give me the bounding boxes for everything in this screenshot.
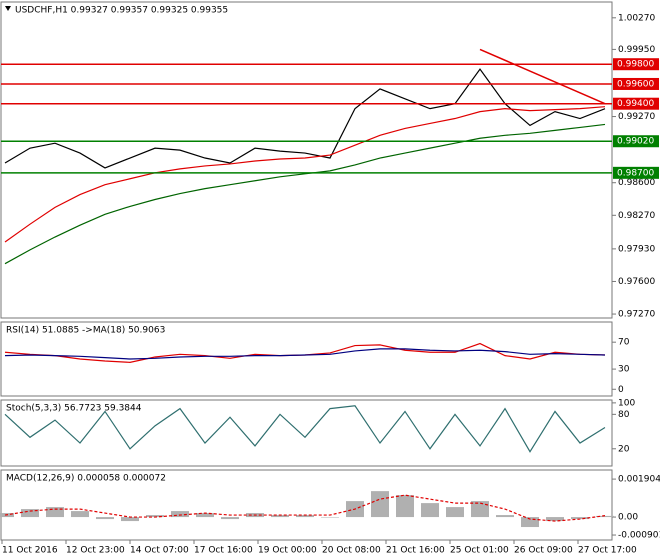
y-tick-label: 0.001904 <box>618 475 660 485</box>
macd-bar <box>296 515 314 518</box>
x-tick-label: 25 Oct 01:00 <box>450 546 509 556</box>
panel-title: RSI(14) 51.0885 ->MA(18) 50.9063 <box>6 326 165 336</box>
series-line <box>4 405 606 453</box>
macd-bar <box>396 495 414 518</box>
y-tick-label: -0.000901 <box>618 531 660 541</box>
macd-bar <box>46 507 64 518</box>
panel-title: Stoch(5,3,3) 56.7723 59.3844 <box>6 404 142 414</box>
macd-bar <box>471 501 489 518</box>
menu-arrow[interactable] <box>5 6 11 11</box>
panel-frame <box>0 1 613 319</box>
macd-bar <box>171 511 189 518</box>
macd-bar <box>271 515 289 518</box>
y-tick-label: 0.00 <box>618 513 638 523</box>
macd-bar <box>421 503 439 518</box>
y-tick-label: 0.98600 <box>618 178 655 188</box>
y-tick-label: 1.00270 <box>618 13 655 23</box>
level-label-box <box>613 166 659 179</box>
macd-bar <box>446 507 464 518</box>
series-line <box>4 123 606 265</box>
macd-bar <box>371 491 389 518</box>
level-label-box <box>613 77 659 90</box>
macd-bar <box>596 515 614 518</box>
x-tick-label: 20 Oct 08:00 <box>322 546 381 556</box>
y-tick-label: 0 <box>618 385 624 395</box>
y-tick-label: 0.97270 <box>618 310 655 320</box>
macd-bar <box>21 509 39 518</box>
macd-bar <box>146 515 164 518</box>
x-tick-label: 11 Oct 2016 <box>2 546 58 556</box>
macd-bar <box>546 517 564 522</box>
trend-line <box>479 48 606 105</box>
macd-bar <box>121 517 139 522</box>
y-tick-label: 0.99950 <box>618 45 655 55</box>
level-label: 0.99400 <box>617 99 654 109</box>
panel-frame <box>0 399 613 467</box>
macd-bar <box>571 517 589 520</box>
level-label: 0.99600 <box>617 79 654 89</box>
panel-frame <box>0 321 613 397</box>
x-tick-label: 27 Oct 17:00 <box>578 546 637 556</box>
panel-title: USDCHF,H1 0.99327 0.99357 0.99325 0.9935… <box>15 6 228 16</box>
macd-bar <box>221 517 239 520</box>
series-line <box>4 494 606 522</box>
macd-bar <box>321 517 339 518</box>
x-tick-label: 26 Oct 09:00 <box>514 546 573 556</box>
y-tick-label: 0.97600 <box>618 277 655 287</box>
level-label: 0.99020 <box>617 137 654 147</box>
y-tick-label: 70 <box>618 338 630 348</box>
x-tick-label: 12 Oct 23:00 <box>66 546 125 556</box>
panel-title: MACD(12,26,9) 0.000058 0.000072 <box>6 474 166 484</box>
panel-frame <box>0 469 613 541</box>
macd-bar <box>71 511 89 518</box>
macd-bar <box>521 517 539 528</box>
level-label: 0.99800 <box>617 60 654 70</box>
y-tick-label: 0.99270 <box>618 112 655 122</box>
y-tick-label: 30 <box>618 365 630 375</box>
series-line <box>4 106 606 243</box>
level-label-box <box>613 97 659 110</box>
x-tick-label: 21 Oct 16:00 <box>386 546 445 556</box>
x-tick-label: 17 Oct 16:00 <box>194 546 253 556</box>
macd-bar <box>496 515 514 518</box>
x-tick-label: 19 Oct 00:00 <box>258 546 317 556</box>
y-tick-label: 0.97930 <box>618 244 655 254</box>
y-tick-label: 100 <box>618 398 635 408</box>
level-label-box <box>613 58 659 71</box>
y-tick-label: 0.98270 <box>618 211 655 221</box>
macd-bar <box>196 513 214 518</box>
x-tick-label: 14 Oct 07:00 <box>130 546 189 556</box>
series-line <box>4 348 606 360</box>
macd-bar <box>96 517 114 520</box>
y-tick-label: 80 <box>618 410 630 420</box>
level-label: 0.98700 <box>617 168 654 178</box>
level-label-box <box>613 135 659 148</box>
y-tick-label: 20 <box>618 444 630 454</box>
